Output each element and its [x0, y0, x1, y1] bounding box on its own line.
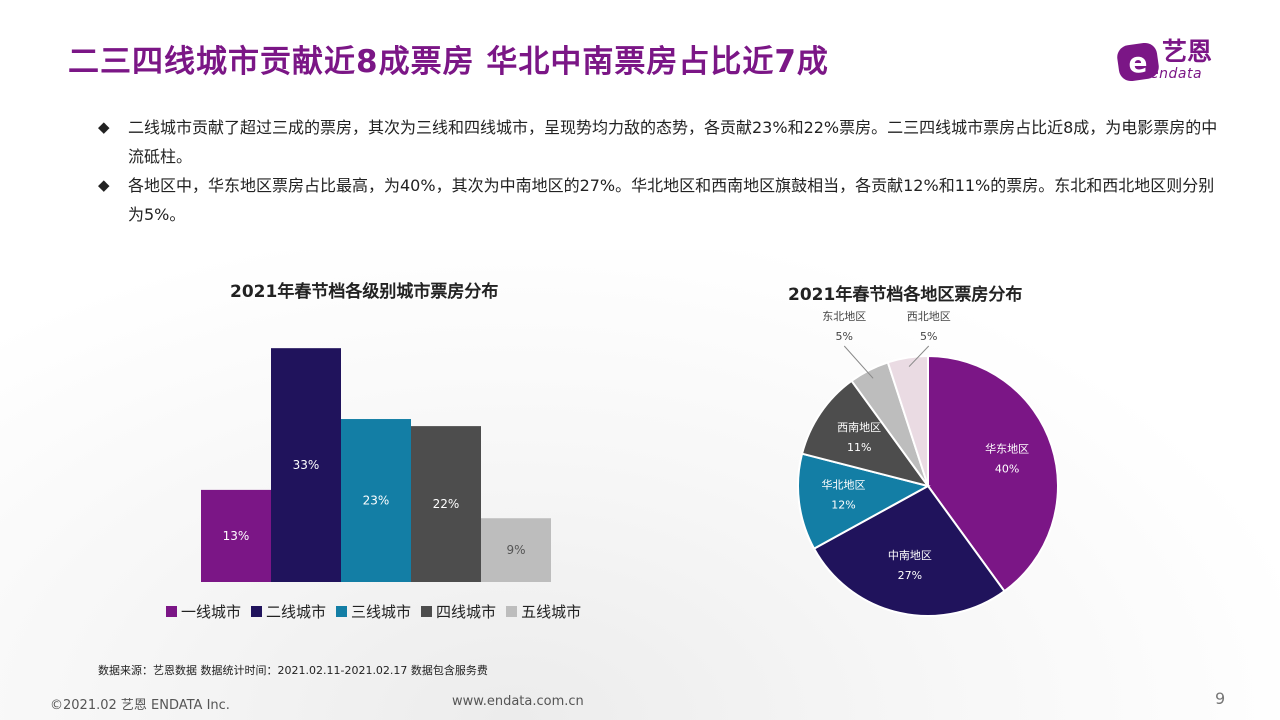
legend-item: 三线城市 [336, 601, 411, 622]
bar-data-label: 22% [433, 497, 460, 511]
logo-mark-icon: e [1117, 42, 1159, 82]
legend-swatch [506, 606, 518, 617]
pie-slice-name-label: 西北地区 [907, 310, 951, 323]
pie-slice-华北地区 [797, 452, 931, 550]
legend-swatch [421, 606, 433, 617]
pie-slice-name-label: 东北地区 [822, 310, 866, 323]
legend-label: 二线城市 [266, 603, 327, 621]
pie-slice-value-label: 12% [831, 498, 855, 511]
footer-copyright: ©2021.02 艺恩 ENDATA Inc. [50, 698, 230, 713]
legend-item: 四线城市 [421, 601, 496, 622]
pie-slice-华东地区 [927, 354, 1059, 593]
pie-slice-name-label: 中南地区 [888, 549, 932, 562]
page-title: 二三四线城市贡献近8成票房 华北中南票房占比近7成 [68, 44, 829, 80]
logo-cn-text: 艺恩 [1162, 37, 1213, 66]
bar-二线城市 [271, 348, 341, 582]
bar-三线城市 [341, 419, 411, 582]
pie-chart-title: 2021年春节档各地区票房分布 [788, 285, 1023, 305]
legend-label: 五线城市 [521, 603, 582, 621]
pie-slice-value-label: 5% [836, 330, 853, 343]
pie-slice-value-label: 11% [847, 441, 871, 454]
pie-slice-value-label: 27% [898, 569, 922, 582]
page-number: 9 [1215, 689, 1226, 708]
pie-slice-value-label: 5% [920, 330, 937, 343]
pie-slice-西北地区 [886, 354, 929, 487]
background-gradient [0, 250, 1280, 720]
legend-swatch [336, 606, 348, 617]
legend-label: 三线城市 [351, 603, 412, 621]
pie-slice-西南地区 [800, 379, 931, 488]
bullet-item: ◆ 二线城市贡献了超过三成的票房，其次为三线和四线城市，呈现势均力敌的态势，各贡… [98, 113, 1218, 171]
bar-四线城市 [411, 426, 481, 582]
bullet-text: 二线城市贡献了超过三成的票房，其次为三线和四线城市，呈现势均力敌的态势，各贡献2… [128, 118, 1218, 166]
bar-data-label: 33% [293, 458, 320, 472]
pie-slice-中南地区 [812, 484, 1006, 617]
pie-slice-name-label: 华东地区 [985, 441, 1029, 455]
summary-bullets: ◆ 二线城市贡献了超过三成的票房，其次为三线和四线城市，呈现势均力敌的态势，各贡… [98, 113, 1218, 229]
logo-en-text: endata [1150, 66, 1203, 82]
pie-slice-name-label: 西南地区 [837, 421, 881, 434]
legend-label: 四线城市 [436, 603, 497, 621]
diamond-bullet-icon: ◆ [98, 118, 110, 136]
diamond-bullet-icon: ◆ [98, 176, 110, 194]
pie-leader-line [908, 345, 930, 367]
bar-data-label: 9% [506, 543, 525, 557]
endata-logo: e 艺恩 endata [1116, 36, 1240, 86]
legend-item: 一线城市 [166, 601, 241, 622]
data-source-note: 数据来源：艺恩数据 数据统计时间：2021.02.11-2021.02.17 数… [98, 664, 488, 677]
bar-data-label: 13% [223, 529, 250, 543]
bar-一线城市 [201, 489, 271, 582]
legend-item: 五线城市 [506, 601, 581, 622]
legend-swatch [166, 606, 177, 617]
pie-slice-name-label: 华北地区 [821, 477, 865, 491]
bar-chart: 13% 33% 23% 22% 9% [201, 348, 551, 582]
pie-slice-value-label: 40% [995, 462, 1019, 475]
bar-chart-legend: 一线城市 二线城市 三线城市 四线城市 五线城市 [166, 601, 581, 622]
bar-五线城市 [481, 518, 551, 582]
legend-label: 一线城市 [181, 603, 242, 621]
bullet-item: ◆ 各地区中，华东地区票房占比最高，为40%，其次为中南地区的27%。华北地区和… [98, 171, 1218, 229]
legend-item: 二线城市 [251, 601, 326, 622]
pie-leader-line [843, 345, 874, 379]
footer-url[interactable]: www.endata.com.cn [452, 694, 584, 709]
pie-chart: 华东地区 40% 中南地区 27% 华北地区 12% 西南地区 11% 东北地区 5% 西北地区 5% [797, 310, 1059, 617]
logo-mark-letter: e [1129, 46, 1148, 79]
bar-data-label: 23% [363, 494, 390, 508]
bullet-text: 各地区中，华东地区票房占比最高，为40%，其次为中南地区的27%。华北地区和西南… [128, 176, 1215, 224]
bar-chart-title: 2021年春节档各级别城市票房分布 [230, 282, 499, 302]
legend-swatch [251, 606, 263, 617]
